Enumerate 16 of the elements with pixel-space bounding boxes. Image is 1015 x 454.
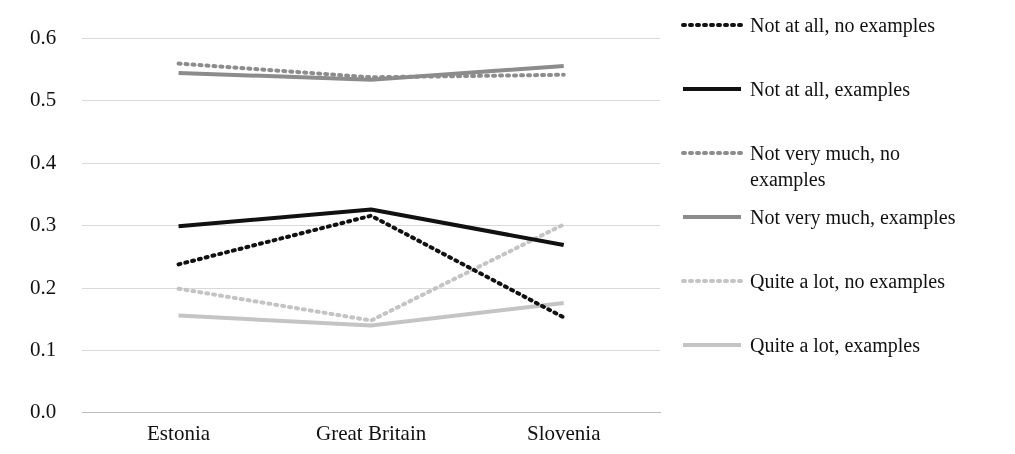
y-tick-label: 0.0 [30, 399, 57, 424]
legend-label: Quite a lot, examples [750, 333, 920, 358]
y-tick-label: 0.1 [30, 336, 57, 361]
x-tick-label: Slovenia [526, 420, 602, 445]
legend-label: Quite a lot, no examples [750, 269, 945, 294]
legend-label: Not at all, no examples [750, 13, 935, 38]
x-tick-label: Great Britain [316, 420, 427, 445]
legend-label: Not very much, no examples [750, 141, 901, 192]
legend-label: Not very much, examples [750, 205, 956, 230]
y-tick-label: 0.4 [30, 149, 57, 174]
legend-label: Not at all, examples [750, 77, 910, 102]
y-tick-label: 0.6 [30, 25, 57, 50]
x-tick-label: Estonia [147, 420, 211, 445]
y-tick-label: 0.5 [30, 87, 57, 112]
y-tick-label: 0.3 [30, 212, 57, 237]
y-tick-label: 0.2 [30, 274, 57, 299]
